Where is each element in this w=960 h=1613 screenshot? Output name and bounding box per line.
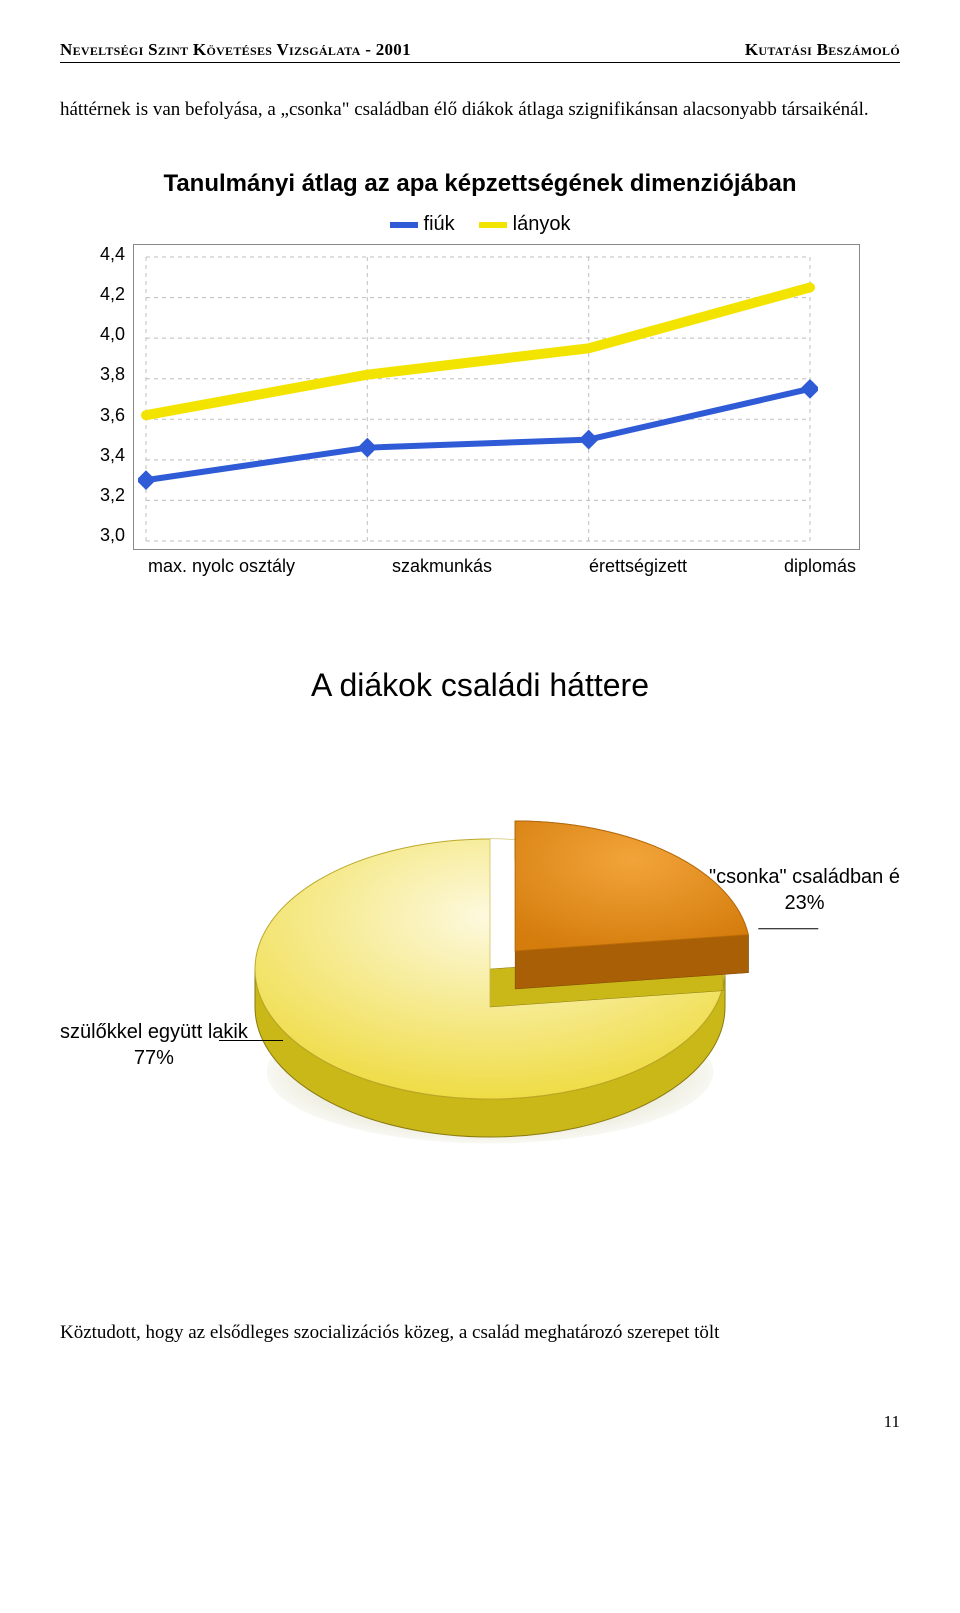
xaxis-tick: max. nyolc osztály — [148, 556, 295, 577]
yaxis-tick: 4,0 — [100, 324, 125, 345]
yaxis-tick: 4,2 — [100, 284, 125, 305]
page-header: Neveltségi Szint Követéses Vizsgálata - … — [60, 40, 900, 63]
yaxis-tick: 3,0 — [100, 525, 125, 546]
page-number: 11 — [60, 1412, 900, 1432]
legend-swatch-fiuk — [390, 222, 418, 228]
intro-paragraph: háttérnek is van befolyása, a „csonka" c… — [60, 91, 900, 129]
line-chart-yaxis: 4,4 4,2 4,0 3,8 3,6 3,4 3,2 3,0 — [100, 244, 133, 546]
pie-label-szulok: szülőkkel együtt lakik 77% — [60, 1019, 248, 1071]
legend-label-fiuk: fiúk — [424, 213, 455, 236]
line-chart-body: 4,4 4,2 4,0 3,8 3,6 3,4 3,2 3,0 — [100, 244, 860, 550]
header-right: Kutatási Beszámoló — [745, 40, 900, 60]
pie-label-csonka-l1: "csonka" családban é — [709, 866, 900, 888]
line-chart-plot — [133, 244, 860, 550]
pie-label-szulok-l2: 77% — [134, 1047, 174, 1069]
header-left: Neveltségi Szint Követéses Vizsgálata - … — [60, 40, 411, 60]
yaxis-tick: 3,2 — [100, 485, 125, 506]
yaxis-tick: 3,4 — [100, 445, 125, 466]
line-chart-title: Tanulmányi átlag az apa képzettségének d… — [100, 169, 860, 199]
pie-label-csonka: "csonka" családban é 23% — [709, 864, 900, 916]
legend-item-fiuk: fiúk — [390, 213, 455, 236]
legend-label-lanyok: lányok — [513, 213, 571, 236]
pie-chart-svg — [70, 774, 890, 1194]
pie-chart-area: "csonka" családban é 23% szülőkkel együt… — [70, 774, 890, 1194]
pie-chart-block: A diákok családi háttere "csonka" család… — [70, 667, 890, 1194]
yaxis-tick: 4,4 — [100, 244, 125, 265]
pie-label-csonka-l2: 23% — [784, 892, 824, 914]
xaxis-tick: szakmunkás — [392, 556, 492, 577]
line-chart-xaxis: max. nyolc osztály szakmunkás érettségizet… — [144, 556, 860, 577]
line-chart-svg — [138, 249, 818, 549]
xaxis-tick: érettségizett — [589, 556, 687, 577]
pie-label-szulok-l1: szülőkkel együtt lakik — [60, 1021, 248, 1043]
line-chart-frame — [133, 244, 860, 550]
line-chart-block: Tanulmányi átlag az apa képzettségének d… — [100, 169, 860, 577]
xaxis-tick: diplomás — [784, 556, 856, 577]
yaxis-tick: 3,8 — [100, 364, 125, 385]
legend-swatch-lanyok — [479, 222, 507, 228]
closing-paragraph: Köztudott, hogy az elsődleges szocializá… — [60, 1314, 900, 1352]
line-chart-legend: fiúk lányok — [100, 213, 860, 236]
yaxis-tick: 3,6 — [100, 405, 125, 426]
pie-chart-title: A diákok családi háttere — [70, 667, 890, 704]
legend-item-lanyok: lányok — [479, 213, 571, 236]
